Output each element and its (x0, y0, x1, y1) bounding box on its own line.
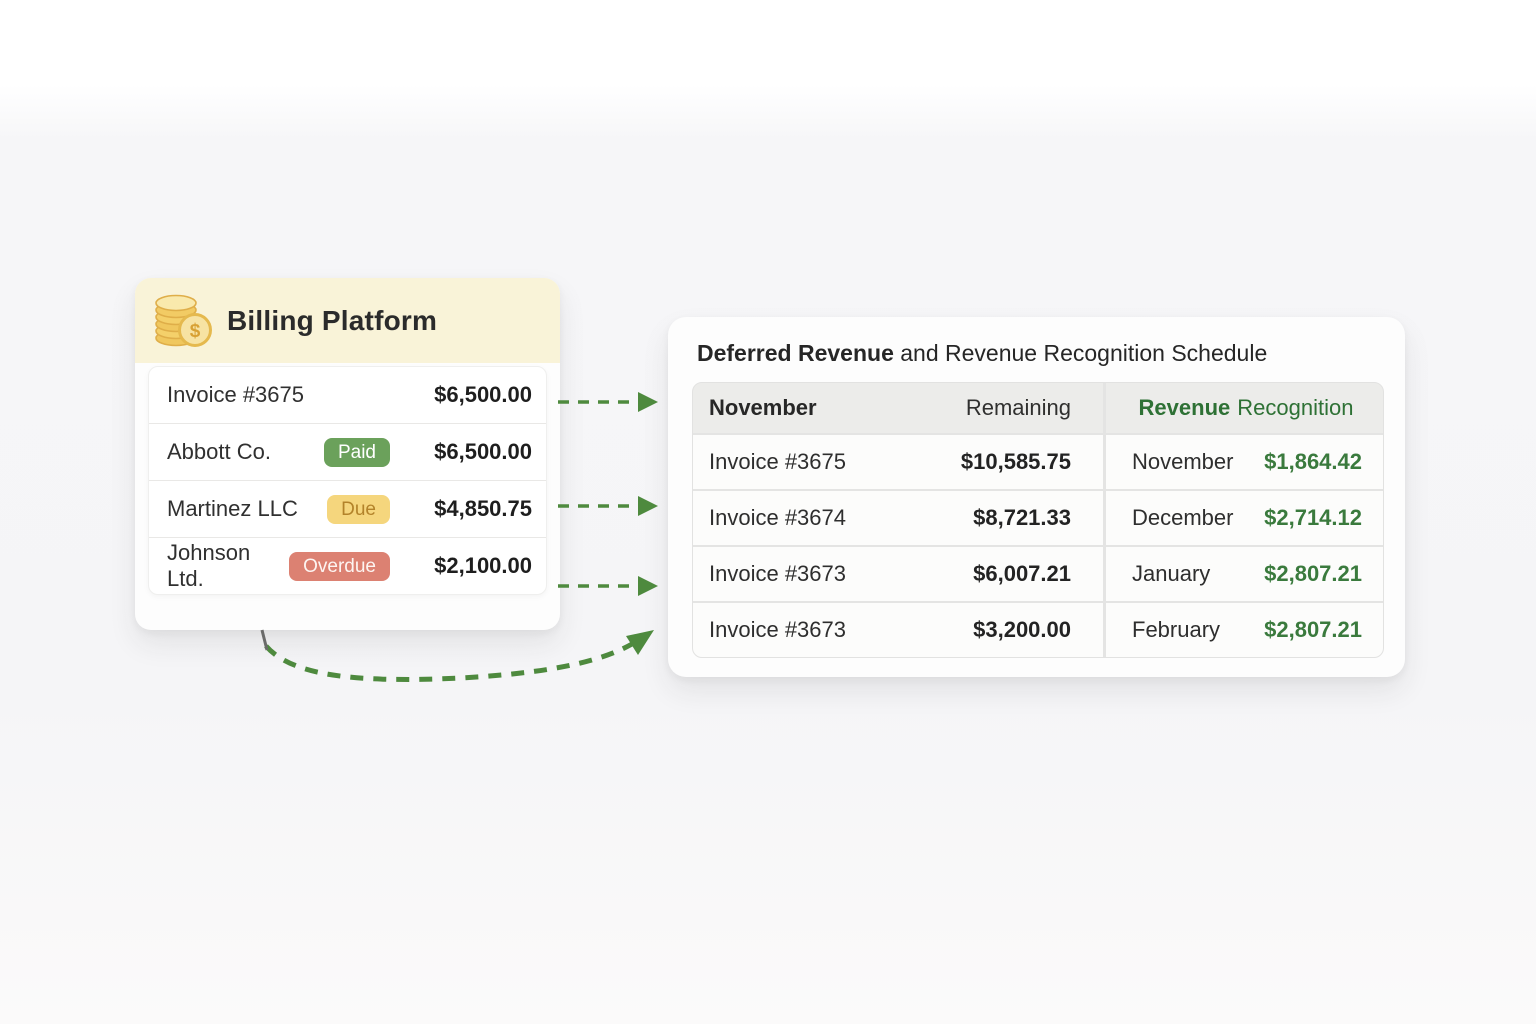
schedule-title-rest: and Revenue Recognition Schedule (893, 340, 1268, 366)
arrow-curve-start-dash (260, 629, 269, 651)
client-amount: $6,500.00 (434, 439, 532, 464)
column-divider (1103, 603, 1106, 657)
column-divider (1103, 547, 1106, 601)
table-row: Invoice #3673 $3,200.00 February $2,807.… (693, 603, 1383, 657)
client-amount: $4,850.75 (434, 496, 532, 521)
client-name: Abbott Co. (167, 439, 271, 464)
status-badge-due: Due (327, 494, 390, 524)
cell-invoice: Invoice #3675 (693, 435, 893, 489)
column-divider (1103, 491, 1106, 545)
status-badge-paid: Paid (323, 437, 390, 467)
arrow-head-curved (626, 630, 654, 655)
dollar-sign-glyph: $ (190, 321, 201, 342)
coins-icon: $ (153, 292, 215, 350)
arrow-head-3 (638, 576, 658, 596)
table-row: Invoice #3674 $8,721.33 December $2,714.… (693, 491, 1383, 545)
arrow-line-curved (264, 641, 634, 682)
arrow-head-2 (638, 496, 658, 516)
cell-month: December (1106, 491, 1239, 545)
client-amount: $2,100.00 (434, 553, 532, 578)
table-header-row: November Remaining Revenue Recognition (693, 383, 1383, 433)
cell-recognized-amount: $1,864.42 (1239, 435, 1383, 489)
cell-invoice: Invoice #3673 (693, 547, 893, 601)
billing-platform-card: $ Billing Platform Invoice #3675 $6,500.… (135, 278, 560, 630)
cell-month: February (1106, 603, 1239, 657)
billing-rows-panel: Invoice #3675 $6,500.00 Abbott Co. Paid … (148, 366, 547, 595)
status-badge-overdue: Overdue (289, 551, 390, 581)
cell-month: November (1106, 435, 1239, 489)
billing-card-header: $ Billing Platform (135, 278, 560, 363)
header-revenue-recognition: Revenue Recognition (1106, 383, 1383, 433)
schedule-table: November Remaining Revenue Recognition I… (692, 382, 1384, 658)
schedule-title: Deferred Revenue and Revenue Recognition… (668, 317, 1405, 367)
billing-row-martinez: Martinez LLC Due $4,850.75 (149, 481, 546, 538)
client-name: Johnson Ltd. (167, 540, 251, 591)
cell-invoice: Invoice #3674 (693, 491, 893, 545)
schedule-title-bold: Deferred Revenue (697, 340, 894, 366)
cell-remaining: $3,200.00 (893, 603, 1103, 657)
table-row: Invoice #3675 $10,585.75 November $1,864… (693, 435, 1383, 489)
invoice-label: Invoice #3675 (167, 382, 304, 407)
cell-recognized-amount: $2,807.21 (1239, 603, 1383, 657)
client-name: Martinez LLC (167, 496, 298, 521)
column-divider (1103, 435, 1106, 489)
billing-row-abbott: Abbott Co. Paid $6,500.00 (149, 424, 546, 481)
column-divider (1103, 383, 1106, 433)
arrow-head-1 (638, 392, 658, 412)
header-remaining: Remaining (893, 383, 1103, 433)
cell-month: January (1106, 547, 1239, 601)
cell-remaining: $10,585.75 (893, 435, 1103, 489)
billing-card-title: Billing Platform (227, 304, 438, 336)
invoice-amount: $6,500.00 (434, 382, 532, 407)
cell-remaining: $8,721.33 (893, 491, 1103, 545)
billing-row-invoice: Invoice #3675 $6,500.00 (149, 367, 546, 424)
cell-recognized-amount: $2,807.21 (1239, 547, 1383, 601)
table-row: Invoice #3673 $6,007.21 January $2,807.2… (693, 547, 1383, 601)
cell-remaining: $6,007.21 (893, 547, 1103, 601)
cell-invoice: Invoice #3673 (693, 603, 893, 657)
billing-row-johnson: Johnson Ltd. Overdue $2,100.00 (149, 538, 546, 594)
header-month: November (693, 383, 893, 433)
cell-recognized-amount: $2,714.12 (1239, 491, 1383, 545)
revenue-schedule-card: Deferred Revenue and Revenue Recognition… (668, 317, 1405, 677)
